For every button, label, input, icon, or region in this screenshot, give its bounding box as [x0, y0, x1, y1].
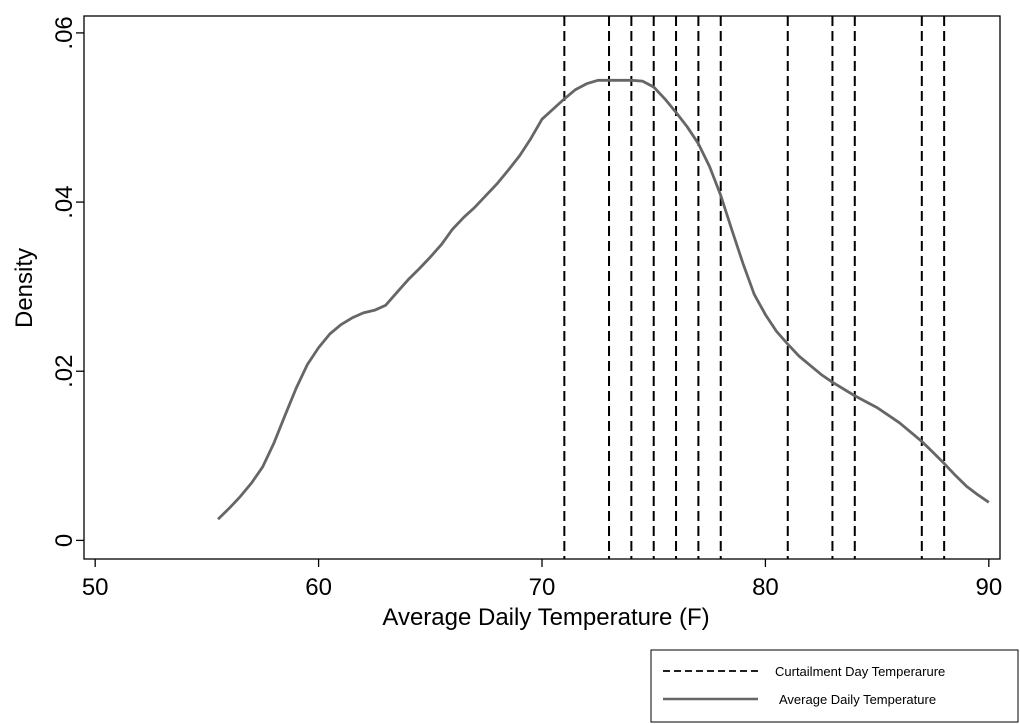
- legend: Curtailment Day Temperarure Average Dail…: [650, 649, 1019, 723]
- plot-frame: [83, 15, 1001, 560]
- y-tick-label: .06: [51, 16, 78, 49]
- legend-box: [650, 649, 1019, 723]
- y-tick-label: .02: [51, 355, 78, 388]
- x-tick-label: 80: [752, 574, 779, 601]
- x-tick-label: 70: [529, 574, 556, 601]
- density-curve: [217, 78, 990, 521]
- x-tick-label: 90: [975, 574, 1002, 601]
- y-tick-label: 0: [51, 534, 78, 547]
- x-tick-label: 50: [82, 574, 109, 601]
- y-tick-label: .04: [51, 185, 78, 218]
- y-axis: 0 .02 .04 .06: [51, 16, 84, 547]
- legend-label: Curtailment Day Temperarure: [775, 664, 945, 679]
- x-axis-label: Average Daily Temperature (F): [382, 604, 709, 631]
- legend-label: Average Daily Temperature: [779, 692, 936, 707]
- x-tick-label: 60: [305, 574, 332, 601]
- y-axis-label: Density: [11, 248, 38, 328]
- x-axis: 50 60 70 80 90: [82, 559, 1002, 601]
- curtailment-lines: [563, 16, 946, 559]
